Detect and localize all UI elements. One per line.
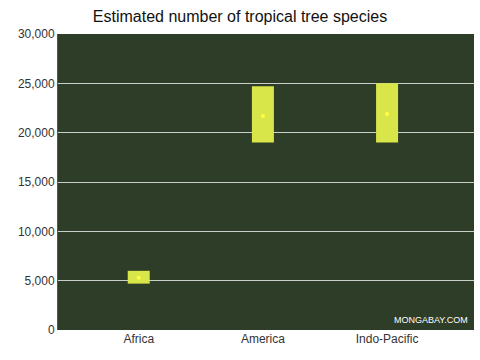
svg-text:30,000: 30,000	[18, 27, 55, 41]
svg-text:MONGABAY.COM: MONGABAY.COM	[394, 315, 468, 325]
svg-text:10,000: 10,000	[18, 225, 55, 239]
svg-text:25,000: 25,000	[18, 77, 55, 91]
svg-text:0: 0	[48, 323, 55, 337]
svg-text:5,000: 5,000	[25, 274, 55, 288]
svg-text:Estimated number of tropical t: Estimated number of tropical tree specie…	[93, 8, 387, 25]
svg-text:Indo-Pacific: Indo-Pacific	[356, 332, 419, 346]
svg-text:Africa: Africa	[123, 332, 154, 346]
svg-text:America: America	[241, 332, 285, 346]
svg-text:15,000: 15,000	[18, 175, 55, 189]
svg-text:20,000: 20,000	[18, 126, 55, 140]
